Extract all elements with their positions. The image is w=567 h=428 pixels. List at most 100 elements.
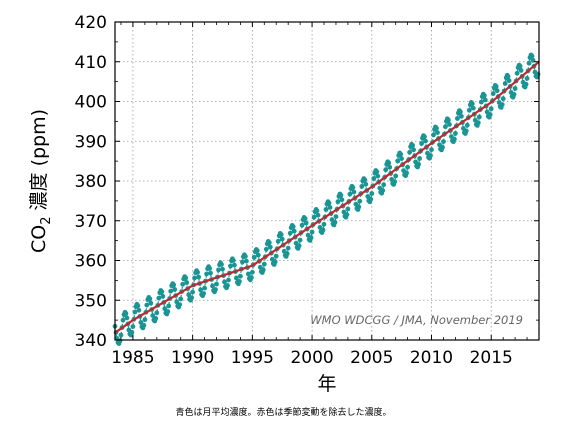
- y-tick-label-380: 380: [75, 172, 107, 192]
- monthly-point: [216, 267, 221, 273]
- y-axis-title: CO2 濃度 (ppm): [28, 109, 54, 253]
- monthly-point: [323, 207, 329, 212]
- monthly-point: [202, 285, 208, 291]
- x-tick-label-1985: 1985: [111, 348, 154, 368]
- monthly-point: [470, 105, 476, 111]
- monthly-point: [393, 173, 399, 179]
- monthly-point: [240, 259, 245, 265]
- monthly-point: [475, 120, 481, 126]
- monthly-point: [174, 299, 180, 305]
- monthly-point: [124, 315, 130, 321]
- monthly-point: [407, 149, 412, 155]
- monthly-point: [490, 91, 496, 96]
- monthly-point: [529, 53, 535, 59]
- monthly-point: [446, 117, 451, 123]
- monthly-point: [198, 287, 204, 293]
- monthly-point: [459, 113, 464, 119]
- monthly-point: [141, 322, 147, 328]
- monthly-point: [453, 131, 458, 136]
- monthly-point: [399, 156, 404, 162]
- monthly-point: [452, 136, 457, 142]
- y-tick-label-390: 390: [75, 132, 107, 152]
- figure-caption: 青色は月平均濃度。赤色は季節変動を除去した濃度。: [175, 408, 392, 418]
- monthly-point: [190, 289, 196, 295]
- monthly-point: [487, 112, 493, 117]
- y-tick-label-420: 420: [75, 13, 107, 33]
- monthly-point: [251, 254, 257, 260]
- monthly-point: [440, 144, 445, 150]
- monthly-point: [523, 81, 529, 87]
- monthly-point: [455, 116, 460, 121]
- monthly-point: [380, 188, 386, 193]
- monthly-point: [195, 269, 201, 275]
- monthly-point: [386, 160, 392, 166]
- monthly-point: [208, 270, 213, 276]
- monthly-point: [398, 151, 404, 157]
- monthly-point: [506, 78, 512, 83]
- monthly-point: [428, 153, 433, 158]
- deseasonalized-series-line: [114, 60, 540, 334]
- monthly-point: [339, 197, 345, 203]
- monthly-point: [481, 93, 487, 98]
- monthly-point: [147, 296, 153, 302]
- monthly-point: [466, 107, 472, 113]
- monthly-point: [482, 97, 488, 103]
- monthly-point: [207, 266, 213, 271]
- x-tick-label-2005: 2005: [350, 348, 393, 368]
- monthly-point: [255, 252, 261, 258]
- monthly-point: [136, 307, 142, 313]
- monthly-point: [210, 283, 215, 289]
- monthly-point: [132, 309, 138, 315]
- monthly-point: [311, 214, 317, 220]
- monthly-point: [228, 263, 233, 269]
- monthly-point: [357, 198, 363, 204]
- monthly-point: [368, 196, 374, 202]
- monthly-point: [405, 164, 410, 170]
- monthly-point: [347, 191, 353, 197]
- monthly-point: [493, 84, 499, 89]
- monthly-point: [135, 303, 141, 309]
- monthly-point: [387, 164, 393, 170]
- x-tick-label-1990: 1990: [171, 348, 214, 368]
- monthly-point: [338, 192, 344, 198]
- monthly-point: [243, 254, 248, 259]
- x-tick-label-1995: 1995: [231, 348, 274, 368]
- monthly-point: [351, 189, 357, 195]
- monthly-point: [429, 147, 434, 153]
- monthly-point: [162, 306, 168, 312]
- monthly-point: [244, 258, 249, 264]
- monthly-point: [517, 63, 523, 69]
- monthly-point: [315, 212, 321, 218]
- monthly-point: [363, 181, 369, 187]
- monthly-point: [263, 246, 269, 252]
- monthly-point: [183, 275, 189, 281]
- monthly-point: [267, 244, 273, 250]
- monthly-point: [416, 161, 421, 167]
- monthly-point: [303, 220, 309, 226]
- monthly-point: [383, 167, 389, 173]
- y-axis-title-unit: 濃度 (ppm): [28, 109, 50, 217]
- y-axis-title-co: CO: [28, 225, 50, 253]
- x-tick-label-2015: 2015: [470, 348, 513, 368]
- monthly-point: [514, 70, 520, 76]
- monthly-point: [441, 139, 446, 145]
- monthly-point: [447, 122, 452, 127]
- monthly-point: [335, 199, 341, 205]
- monthly-point: [220, 266, 225, 272]
- monthly-point: [356, 204, 362, 210]
- monthly-point: [154, 310, 160, 316]
- monthly-point: [219, 262, 224, 267]
- monthly-point: [395, 158, 401, 164]
- monthly-point: [153, 316, 159, 321]
- monthly-point: [285, 245, 291, 251]
- monthly-point: [500, 96, 506, 102]
- monthly-point: [463, 128, 469, 134]
- monthly-point: [222, 279, 227, 285]
- monthly-point: [189, 295, 195, 301]
- monthly-point: [345, 206, 351, 212]
- monthly-point: [320, 227, 326, 233]
- monthly-point: [512, 86, 518, 91]
- monthly-point: [369, 191, 375, 196]
- monthly-point: [165, 309, 171, 314]
- monthly-point: [234, 275, 239, 281]
